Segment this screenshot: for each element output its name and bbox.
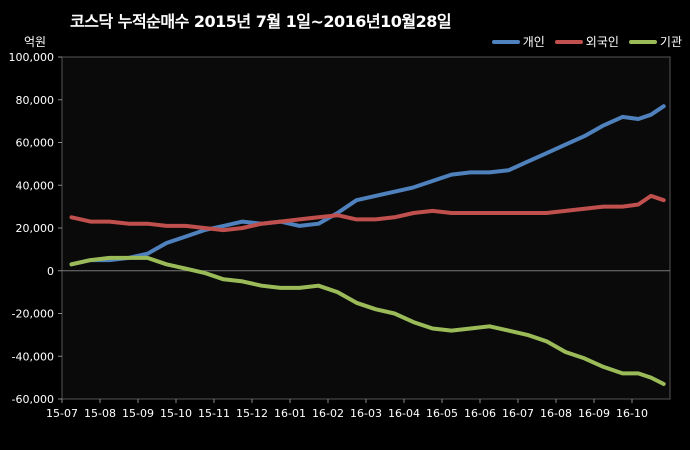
y-tick-label: -40,000 — [12, 350, 54, 363]
x-tick-label: 15-08 — [84, 407, 116, 420]
y-tick-label: 60,000 — [16, 137, 55, 150]
x-tick-label: 16-04 — [388, 407, 420, 420]
y-tick-label: 20,000 — [16, 222, 55, 235]
x-tick-label: 16-08 — [540, 407, 572, 420]
x-tick-label: 15-12 — [236, 407, 268, 420]
legend-swatch — [628, 39, 657, 44]
y-tick-label: 0 — [47, 265, 54, 278]
x-tick-label: 16-03 — [350, 407, 382, 420]
x-tick-label: 15-11 — [198, 407, 230, 420]
x-tick-label: 15-07 — [46, 407, 78, 420]
legend-label: 개인 — [522, 35, 545, 49]
x-tick-label: 16-10 — [616, 407, 648, 420]
plot-area — [61, 56, 671, 400]
x-tick-label: 16-06 — [464, 407, 496, 420]
series-line-2 — [69, 193, 666, 233]
legend-label: 외국인 — [585, 35, 619, 49]
chart-title: 코스닥 누적순매수 2015년 7월 1일~2016년10월28일 — [70, 12, 452, 31]
x-tick-label: 16-09 — [578, 407, 610, 420]
x-tick-label: 15-09 — [122, 407, 154, 420]
legend-item-2: 외국인 — [554, 33, 619, 50]
y-tick-label: -20,000 — [12, 308, 54, 321]
x-tick-label: 16-05 — [426, 407, 458, 420]
y-tick-label: -60,000 — [12, 393, 54, 406]
x-tick-label: 16-01 — [274, 407, 306, 420]
y-tick-label: 100,000 — [9, 51, 55, 64]
legend-item-3: 기관 — [628, 33, 682, 50]
legend: 개인 외국인 기관 — [491, 33, 682, 50]
y-tick-label: 40,000 — [16, 179, 55, 192]
legend-item-1: 개인 — [491, 33, 545, 50]
x-tick-label: 16-02 — [312, 407, 344, 420]
legend-label: 기관 — [659, 35, 682, 49]
x-tick-label: 15-10 — [160, 407, 192, 420]
legend-swatch — [554, 39, 583, 44]
series-line-1 — [69, 104, 666, 267]
y-tick-label: 80,000 — [16, 94, 55, 107]
legend-swatch — [491, 39, 520, 44]
y-unit-label: 억원 — [24, 35, 47, 49]
series-line-3 — [69, 255, 666, 386]
x-tick-label: 16-07 — [502, 407, 534, 420]
